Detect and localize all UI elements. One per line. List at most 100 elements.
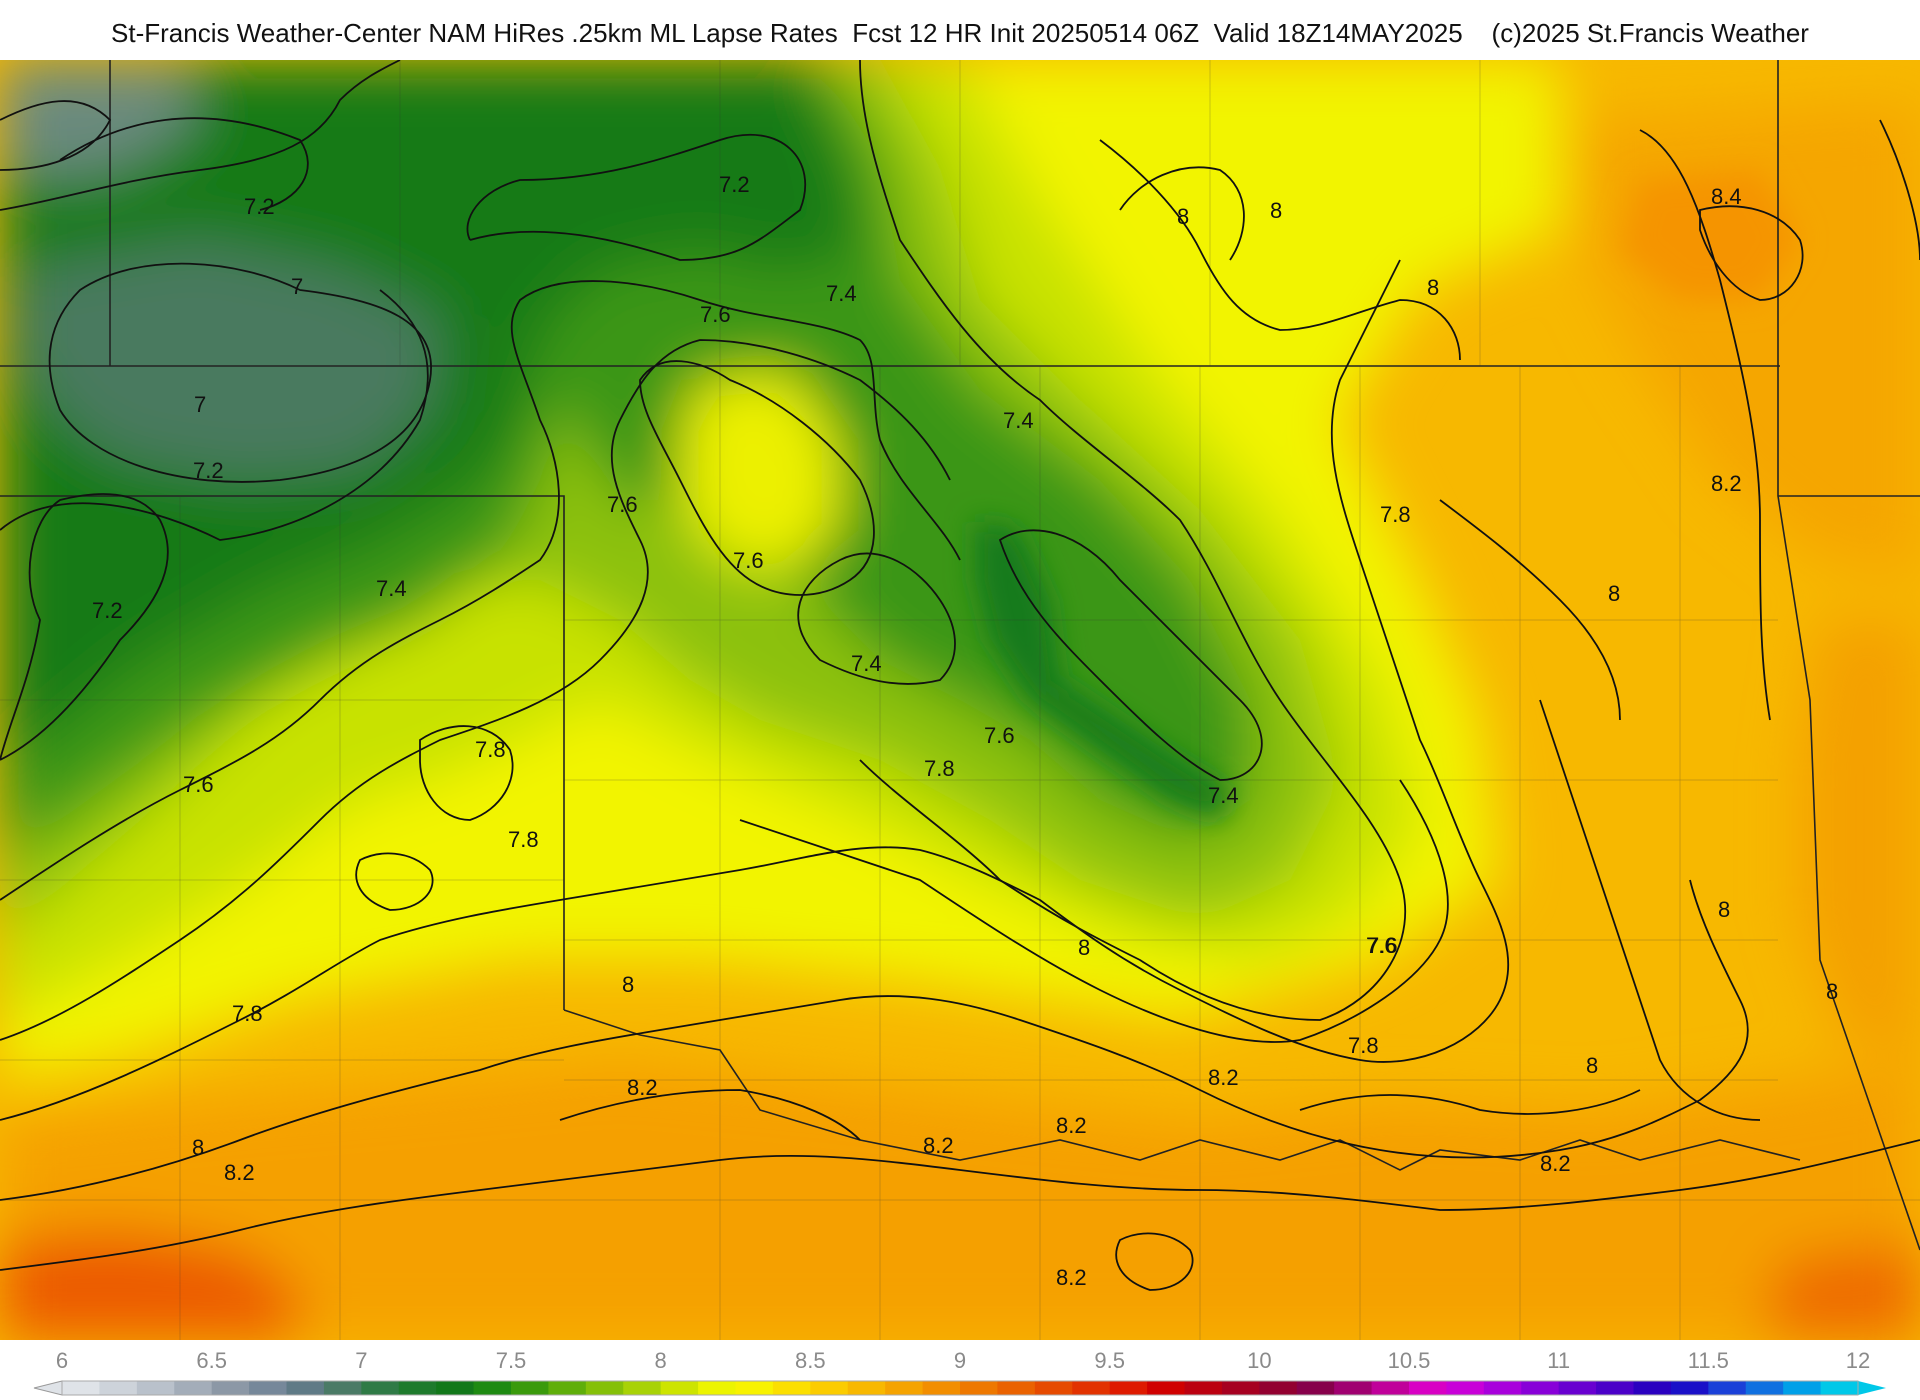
contour-label: 8	[1586, 1053, 1598, 1078]
legend-swatch	[1558, 1381, 1597, 1395]
legend-swatch	[1221, 1381, 1260, 1395]
contour-label: 7	[291, 274, 303, 299]
legend-swatch	[1446, 1381, 1485, 1395]
contour-8-east	[1439, 499, 1761, 1121]
contour-label: 7.2	[92, 598, 123, 623]
contours	[0, 60, 1920, 1291]
county-grid-3	[564, 619, 1778, 1081]
contour-label: 7.6	[183, 772, 214, 797]
contour-label: 8.2	[1056, 1113, 1087, 1138]
legend-swatch	[1109, 1381, 1148, 1395]
contour-label: 8	[1826, 979, 1838, 1004]
legend-colorbar	[33, 1380, 1886, 1396]
legend-swatch	[1745, 1381, 1784, 1395]
legend-tick-label: 9.5	[1094, 1348, 1125, 1373]
legend-swatch	[1409, 1381, 1448, 1395]
legend-swatch	[1147, 1381, 1186, 1395]
contour-8.4-south	[1115, 1232, 1194, 1291]
boundary-state-4	[1777, 60, 1920, 1251]
shaded-detail	[975, 170, 1800, 820]
contour-label: 7.4	[1208, 783, 1239, 808]
contour-label: 7.8	[232, 1001, 263, 1026]
legend-swatch	[1371, 1381, 1410, 1395]
contour-label: 7.6	[1366, 933, 1397, 958]
legend-swatch	[249, 1381, 288, 1395]
contour-label: 8	[1427, 275, 1439, 300]
contour-label: 7.4	[826, 281, 857, 306]
contour-7.8-south	[355, 852, 434, 911]
lapse-rate-map: 7.2 7.2 7 7 7.2 7.2 7.4 7.6 7.4 7.6 7.6 …	[0, 60, 1920, 1340]
map-panel: 7.2 7.2 7 7 7.2 7.2 7.4 7.6 7.4 7.6 7.6 …	[0, 60, 1920, 1340]
legend-swatch	[398, 1381, 437, 1395]
contour-label: 7.2	[244, 194, 275, 219]
contour-label: 7.8	[1380, 502, 1411, 527]
contour-label: 7.8	[924, 756, 955, 781]
contour-8	[0, 139, 1749, 1201]
legend-tick-label: 9	[954, 1348, 966, 1373]
county-grid-1	[0, 496, 1920, 1340]
legend-swatch	[698, 1381, 737, 1395]
contour-label: 7.6	[733, 548, 764, 573]
legend-swatch	[1670, 1381, 1709, 1395]
legend-swatch	[1783, 1381, 1822, 1395]
boundary-state-3	[0, 495, 565, 1010]
contour-label: 8.2	[1540, 1151, 1571, 1176]
legend-swatch	[136, 1381, 175, 1395]
contour-label: 8	[1608, 581, 1620, 606]
contour-7	[48, 262, 432, 483]
contour-label: 7.6	[1367, 933, 1398, 958]
legend-tick-label: 10.5	[1388, 1348, 1431, 1373]
contour-label: 7.4	[851, 651, 882, 676]
legend-outline	[61, 1380, 1859, 1396]
legend-swatch	[810, 1381, 849, 1395]
field-orange-south	[0, 1060, 1920, 1340]
contour-label: 8	[622, 972, 634, 997]
county-grid-4	[399, 60, 1481, 366]
field-red-sw	[0, 1230, 300, 1340]
legend-tick-label: 12	[1846, 1348, 1870, 1373]
contour-label: 8	[1177, 204, 1189, 229]
contour-label: 7.8	[508, 827, 539, 852]
legend-swatch	[772, 1381, 811, 1395]
contour-label: 8	[192, 1135, 204, 1160]
legend-tick-label: 8	[655, 1348, 667, 1373]
contour-label: 8.2	[627, 1075, 658, 1100]
legend-swatch	[1296, 1381, 1335, 1395]
legend-swatch	[1483, 1381, 1522, 1395]
contour-label: 7.4	[376, 576, 407, 601]
legend-svg: 6 6.5 7 7.5 8 8.5 9 9.5 10 10.5 11 11.5 12	[33, 1348, 1886, 1396]
color-legend: 6 6.5 7 7.5 8 8.5 9 9.5 10 10.5 11 11.5 12	[0, 1340, 1920, 1400]
legend-swatch	[1034, 1381, 1073, 1395]
legend-arrow-left	[33, 1380, 63, 1396]
contour-7.8-blob	[419, 725, 514, 821]
field-orange-east	[1800, 620, 1920, 1060]
legend-swatch	[1072, 1381, 1111, 1395]
legend-swatch	[1596, 1381, 1635, 1395]
contour-label: 7	[194, 392, 206, 417]
legend-swatch	[211, 1381, 250, 1395]
contour-7-nw	[0, 100, 112, 171]
contour-label: 8	[1078, 935, 1090, 960]
county-grid-2	[719, 366, 1681, 1340]
legend-swatch	[99, 1381, 138, 1395]
legend-tick-label: 7	[355, 1348, 367, 1373]
contour-label: 8.4	[1711, 184, 1742, 209]
legend-swatch	[1708, 1381, 1747, 1395]
legend-swatch	[847, 1381, 886, 1395]
legend-tick-label: 11.5	[1688, 1348, 1729, 1373]
contour-label: 8.2	[1056, 1265, 1087, 1290]
field-red-se	[1760, 1240, 1920, 1340]
contour-7.4-east	[998, 529, 1263, 781]
legend-tick-label: 8.5	[795, 1348, 826, 1373]
legend-swatch	[735, 1381, 774, 1395]
contour-label: 8.2	[1711, 471, 1742, 496]
legend-tick-label: 7.5	[496, 1348, 527, 1373]
legend-swatch	[174, 1381, 213, 1395]
legend-swatch	[922, 1381, 961, 1395]
contour-label: 7.2	[719, 172, 750, 197]
field-grey-nw	[0, 60, 200, 180]
contour-8.2-east	[1639, 119, 1920, 721]
legend-swatch	[511, 1381, 550, 1395]
contour-8.2	[0, 1089, 1920, 1271]
legend-swatch	[1184, 1381, 1223, 1395]
